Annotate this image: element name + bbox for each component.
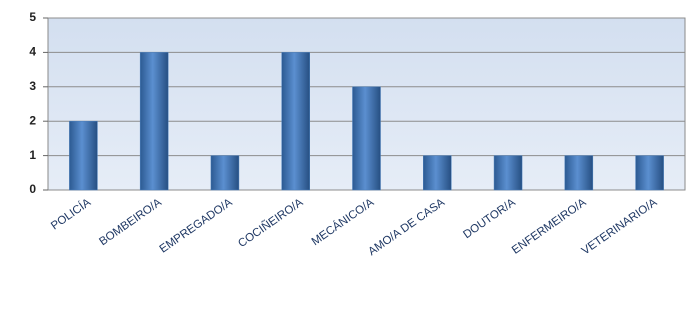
bar [353, 87, 381, 190]
x-tick-label: DOUTOR/A [461, 196, 518, 241]
bar [494, 156, 522, 190]
y-tick-label: 1 [29, 148, 36, 162]
x-tick-label: AMO/A DE CASA [366, 196, 447, 258]
chart: 0 1 2 3 4 5 POLICÍABOMBEIRO/AEMPREGADO/ACOCIÑE… [0, 0, 688, 315]
bar [636, 156, 664, 190]
x-tick-label: EMPREGADO/A [158, 196, 235, 255]
x-tick-label: POLICÍA [48, 196, 93, 233]
x-tick-label: COCIÑEIRO/A [236, 196, 306, 250]
y-tick-label: 0 [29, 182, 36, 196]
x-tick-label: ENFERMEIRO/A [510, 196, 589, 256]
bar [140, 52, 168, 190]
y-tick-label: 2 [29, 113, 36, 127]
y-tick-label: 3 [29, 79, 36, 93]
y-tick-label: 5 [29, 10, 36, 24]
y-tick-label: 4 [29, 45, 36, 59]
bar [282, 52, 310, 190]
x-tick-label: BOMBEIRO/A [97, 196, 164, 248]
bar [565, 156, 593, 190]
x-tick-label: VETERINARIO/A [580, 196, 660, 257]
bar [423, 156, 451, 190]
bar [69, 121, 97, 190]
x-tick-label: MECÁNICO/A [309, 196, 376, 249]
bar [211, 156, 239, 190]
